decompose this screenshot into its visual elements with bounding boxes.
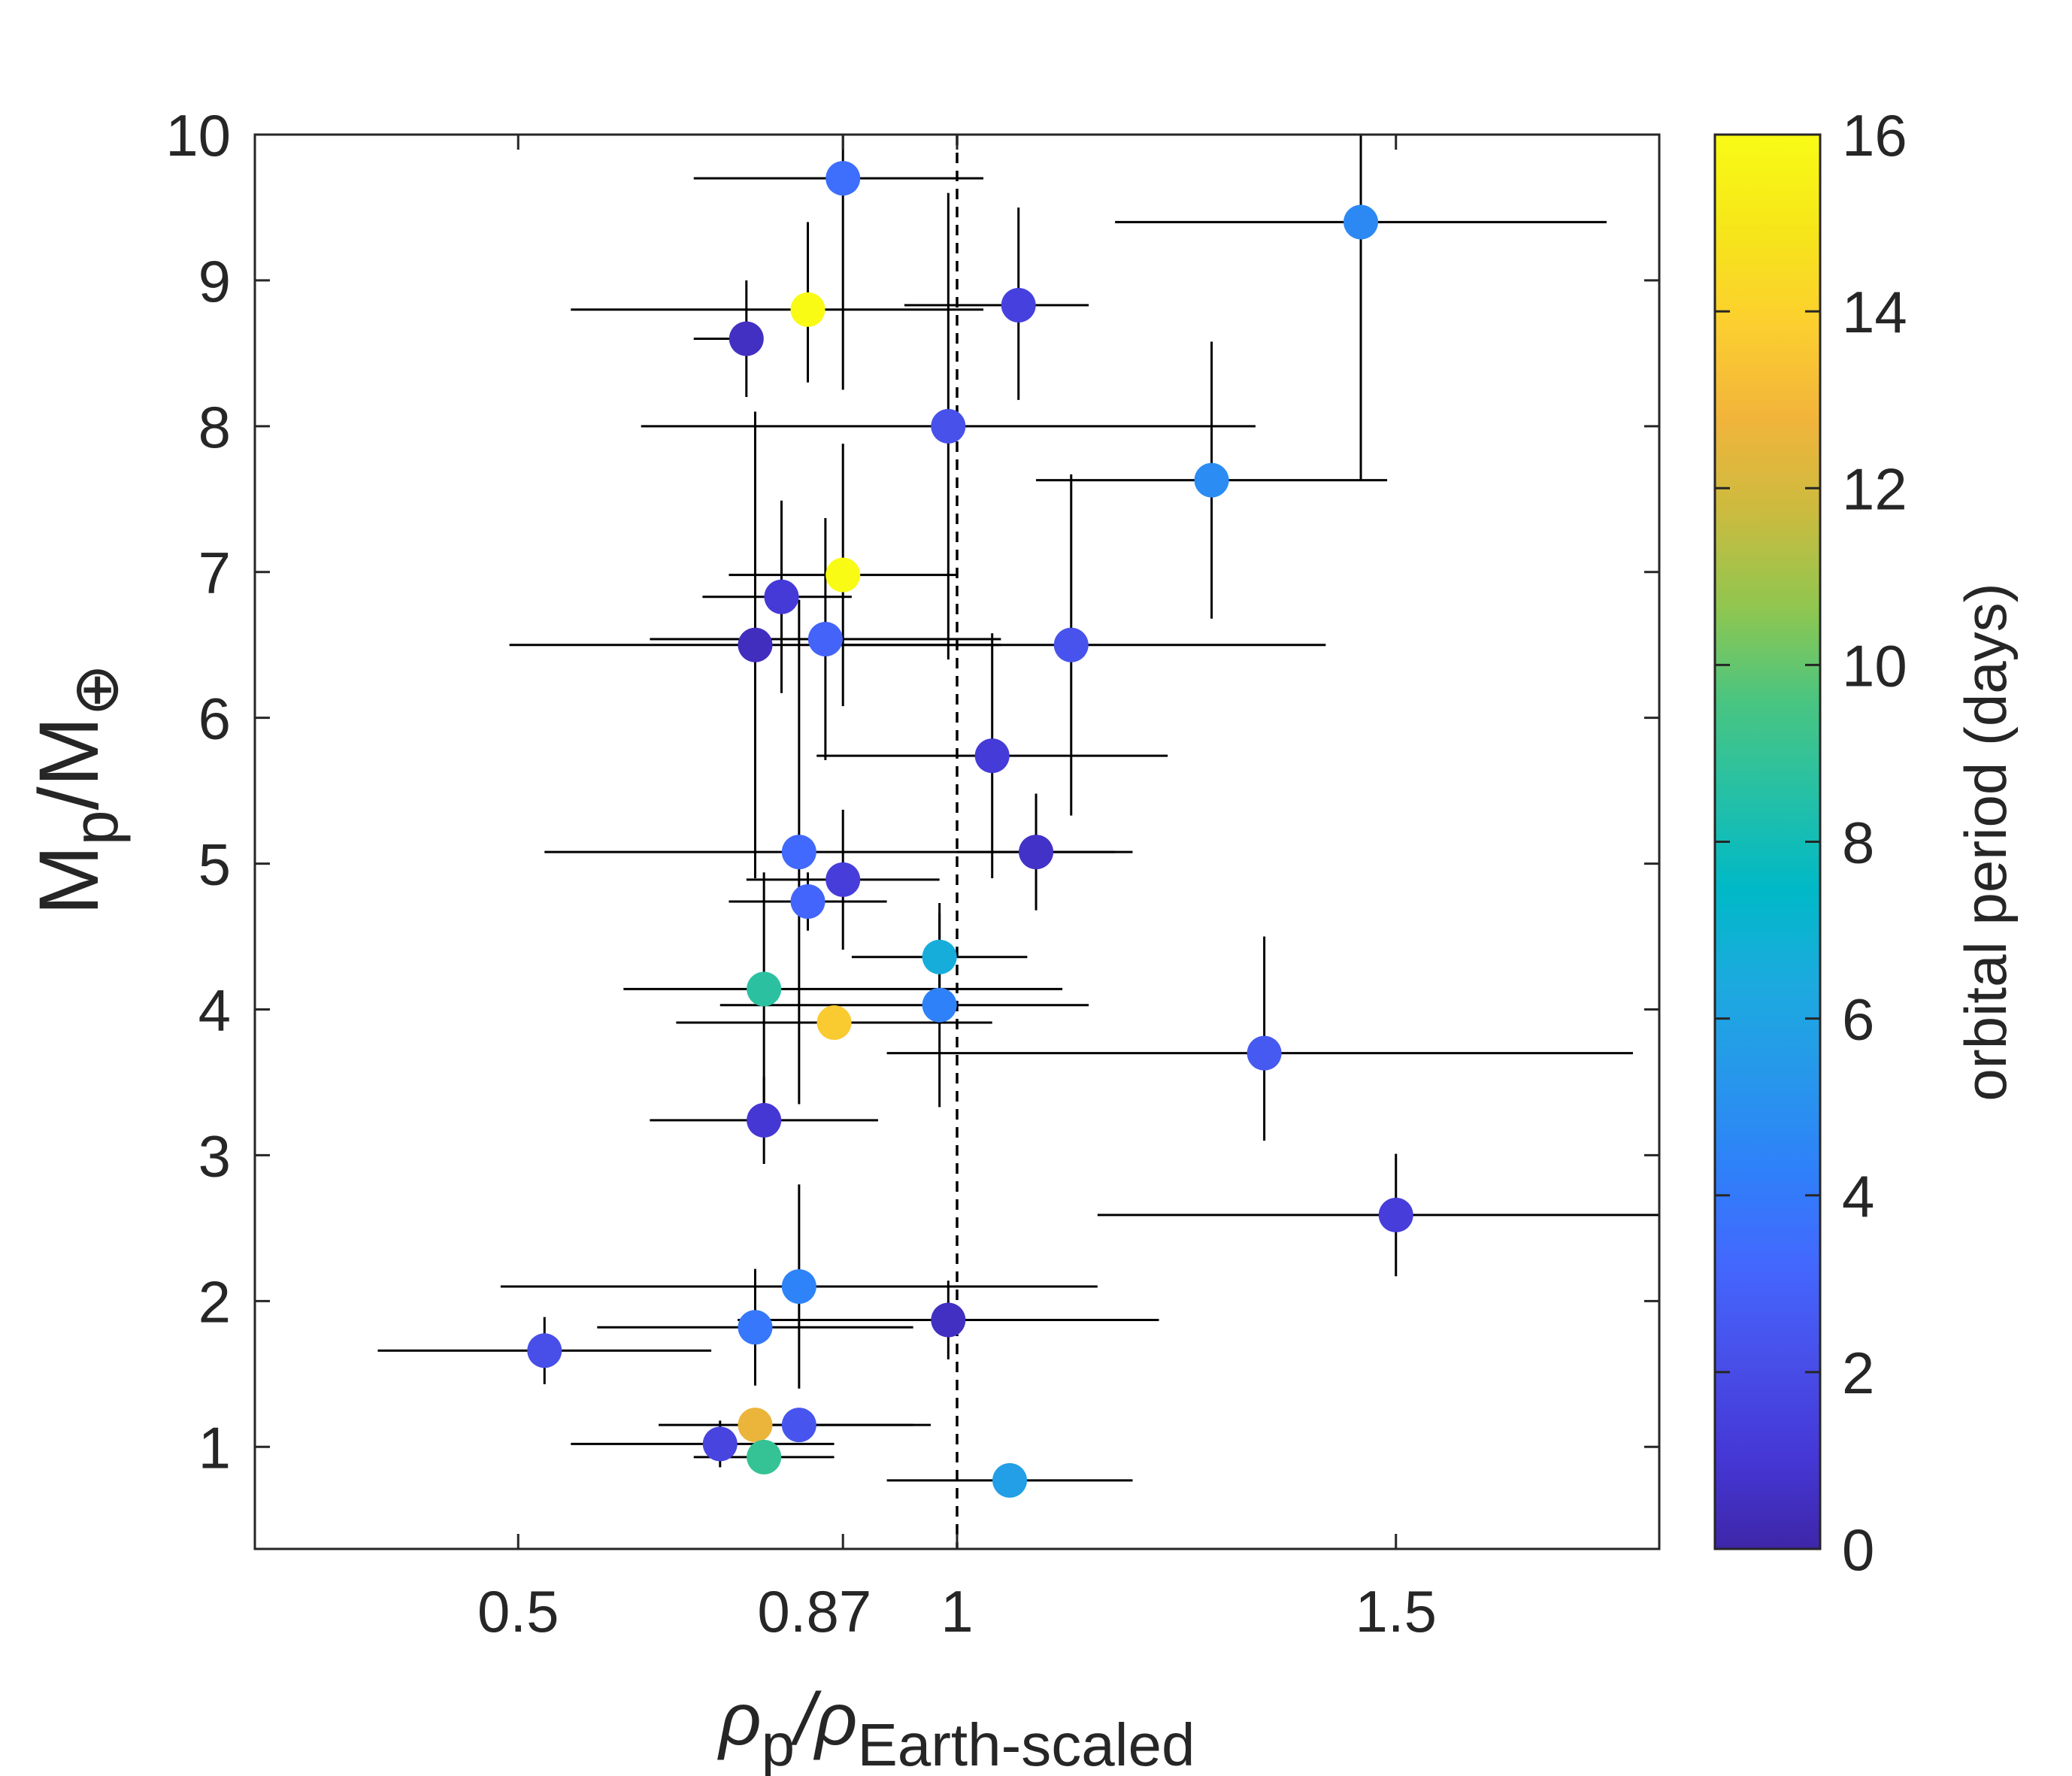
colorbar-tick-label-5: 10 [1842,632,1907,699]
colorbar [1713,133,1822,1550]
data-point-14 [1019,835,1054,870]
data-point-32 [992,1462,1028,1498]
colorbar-tick-label-6: 12 [1842,456,1907,522]
colorbar-tick-label-0: 0 [1842,1517,1874,1583]
y-tick-label-8: 9 [198,248,231,314]
data-point-30 [702,1426,738,1462]
y-tick-label-2: 3 [198,1123,231,1189]
x-axis-ticks: 0.5 0.87 1 1.5 [477,135,1437,1644]
x-label-sub1: p [762,1711,795,1776]
y-tick-label-1: 2 [198,1268,231,1335]
data-point-0 [825,161,861,196]
data-point-15 [825,862,861,897]
data-point-20 [816,1005,852,1040]
colorbar-tick-label-4: 8 [1842,810,1874,876]
data-point-5 [931,408,966,444]
data-point-12 [974,738,1010,774]
data-point-18 [747,971,782,1007]
y-axis-label: Mp/M⊕ [22,664,131,916]
data-point-2 [790,292,825,327]
data-point-8 [764,579,799,614]
data-point-28 [738,1408,773,1443]
x-tick-label-1: 0.87 [757,1578,871,1644]
x-label-sub2: Earth-scaled [857,1711,1195,1776]
data-point-3 [1001,287,1036,323]
colorbar-tick-label-3: 6 [1842,986,1874,1053]
x-tick-label-2: 1 [941,1578,973,1644]
data-point-1 [1343,205,1379,240]
data-point-26 [931,1302,966,1338]
colorbar-tick-label-1: 2 [1842,1340,1874,1406]
colorbar-ticks: 0 2 4 6 8 10 12 14 16 [1715,102,1907,1583]
colorbar-label: orbital period (days) [1952,583,2019,1101]
data-point-11 [1053,627,1089,662]
y-tick-label-4: 5 [198,832,231,898]
y-tick-label-3: 4 [198,977,231,1044]
x-label-slash: /ρ [790,1678,857,1760]
data-point-7 [825,557,861,593]
colorbar-tick-label-2: 4 [1842,1163,1874,1229]
data-point-19 [922,987,957,1023]
data-point-23 [1378,1197,1413,1232]
data-point-24 [781,1268,816,1304]
data-point-29 [781,1408,816,1443]
y-tick-label-5: 6 [198,686,231,752]
data-point-4 [729,321,764,356]
y-tick-label-0: 1 [198,1414,231,1481]
data-point-27 [527,1333,562,1368]
colorbar-tick-label-7: 14 [1842,279,1907,345]
y-tick-label-7: 8 [198,394,231,460]
data-point-22 [747,1102,782,1138]
data-point-25 [738,1310,773,1345]
y-tick-label-9: 10 [165,102,231,168]
x-tick-label-3: 1.5 [1356,1578,1437,1644]
y-label-base: M [22,845,116,915]
x-label-base: ρ [716,1678,761,1760]
y-axis-ticks: 1 2 3 4 5 6 7 8 9 10 [165,102,1659,1481]
x-axis-label: ρp/ρEarth-scaled [716,1678,1195,1776]
data-points [527,161,1413,1498]
data-point-16 [790,884,825,920]
y-label-slash: /M [22,717,116,810]
data-point-17 [922,939,957,974]
data-point-31 [747,1439,782,1474]
y-tick-label-6: 7 [198,540,231,606]
y-label-sub2: ⊕ [60,664,131,717]
data-point-9 [738,627,773,662]
x-tick-label-0: 0.5 [477,1578,559,1644]
data-point-10 [807,621,843,656]
colorbar-tick-label-8: 16 [1842,102,1907,168]
data-point-13 [781,835,816,870]
y-label-sub1: p [60,810,131,845]
data-point-6 [1194,462,1229,498]
data-point-21 [1247,1035,1282,1071]
